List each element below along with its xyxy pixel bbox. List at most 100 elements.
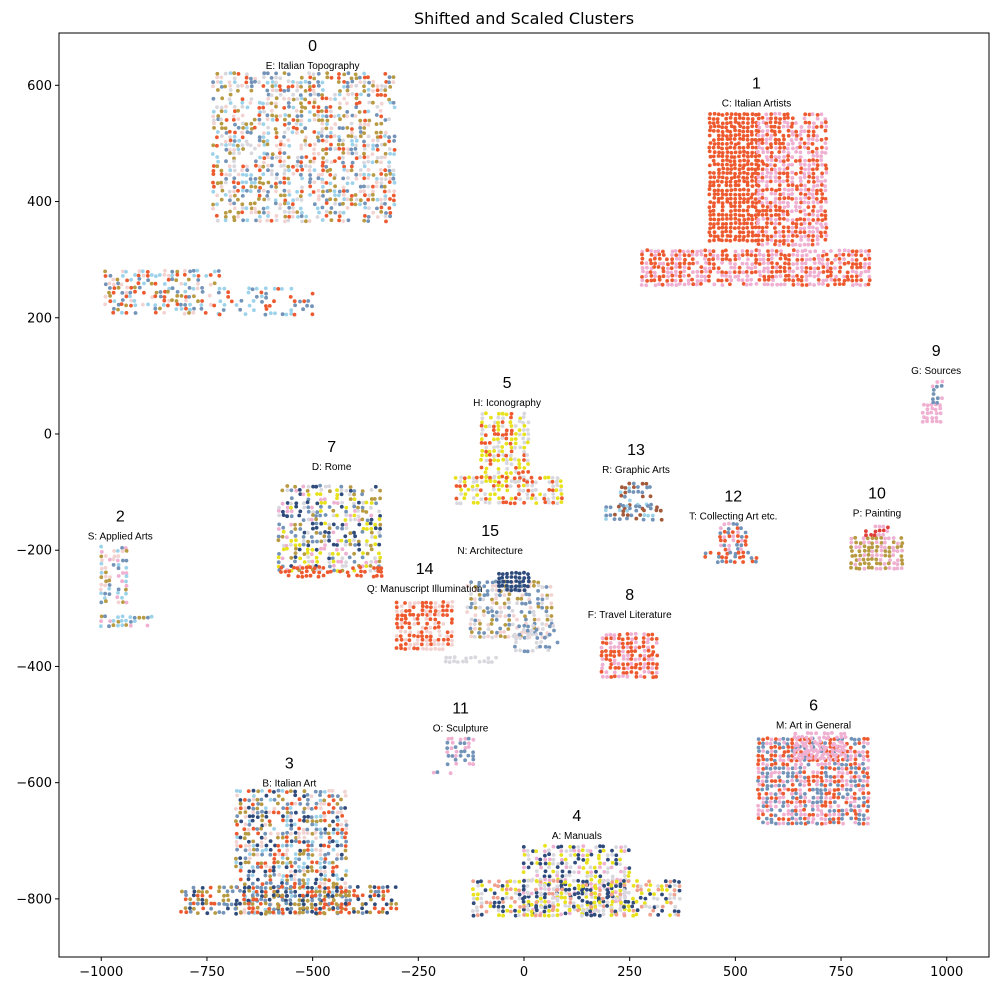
data-point (263, 831, 268, 836)
data-point (712, 230, 717, 235)
data-point (324, 147, 329, 151)
data-point (521, 870, 526, 874)
data-point (769, 256, 774, 261)
data-point (741, 153, 746, 158)
data-point (227, 129, 232, 134)
data-point (323, 894, 328, 899)
data-point (471, 500, 476, 505)
data-point (333, 210, 338, 215)
data-point (852, 799, 857, 804)
data-point (729, 112, 734, 117)
data-point (663, 879, 668, 884)
data-point (232, 164, 237, 169)
data-point (642, 669, 647, 674)
data-point (786, 812, 791, 816)
data-point (340, 877, 344, 881)
data-point (623, 895, 627, 900)
data-point (501, 900, 505, 904)
data-point (781, 141, 785, 146)
data-point (215, 71, 220, 76)
data-point (124, 579, 128, 584)
data-point (745, 183, 750, 188)
data-point (146, 278, 151, 283)
data-point (219, 85, 224, 89)
data-point (806, 775, 811, 780)
data-point (840, 787, 845, 791)
data-point (257, 143, 261, 148)
data-point (132, 299, 137, 303)
data-point (255, 865, 260, 869)
data-point (252, 308, 256, 313)
data-point (793, 748, 797, 753)
data-point (745, 133, 750, 138)
data-point (746, 197, 750, 202)
data-point (329, 109, 333, 114)
data-point (260, 894, 264, 899)
data-point (209, 302, 213, 307)
data-point (269, 108, 274, 113)
data-point (253, 76, 258, 81)
data-point (373, 526, 378, 531)
data-point (487, 879, 492, 884)
data-point (772, 758, 777, 763)
data-point (257, 106, 262, 110)
data-point (238, 789, 243, 794)
data-point (336, 559, 340, 564)
data-point (316, 151, 321, 156)
data-point (737, 179, 742, 183)
data-point (264, 810, 268, 815)
data-point (760, 146, 765, 151)
data-point (365, 518, 370, 523)
data-point (292, 877, 297, 882)
data-point (736, 175, 741, 179)
data-point (669, 270, 674, 275)
data-point (211, 189, 216, 194)
data-point (857, 774, 861, 779)
data-point (308, 573, 313, 578)
data-point (301, 542, 306, 547)
data-point (362, 75, 367, 80)
data-point (741, 175, 746, 180)
data-point (745, 221, 749, 226)
data-point (538, 861, 543, 866)
data-point (803, 248, 808, 253)
data-point (501, 500, 506, 505)
data-point (228, 142, 232, 147)
data-point (733, 274, 738, 279)
data-point (559, 912, 563, 917)
data-point (781, 779, 785, 784)
data-point (824, 136, 829, 141)
data-point (716, 133, 721, 138)
data-point (252, 125, 257, 130)
data-point (745, 129, 750, 134)
data-point (497, 475, 501, 480)
data-point (331, 513, 336, 518)
data-point (360, 489, 365, 493)
data-point (352, 513, 357, 518)
data-point (293, 869, 298, 874)
data-point (149, 614, 154, 619)
data-point (791, 795, 795, 800)
data-point (765, 241, 770, 246)
data-point (799, 821, 803, 825)
data-point (571, 845, 576, 849)
data-point (212, 184, 216, 189)
data-point (724, 238, 729, 243)
data-point (297, 835, 301, 840)
data-point (773, 200, 777, 205)
data-point (517, 479, 521, 484)
data-point (728, 116, 733, 120)
data-point (348, 485, 353, 489)
data-point (327, 534, 331, 539)
data-point (215, 80, 220, 84)
data-point (232, 218, 237, 223)
data-point (107, 624, 111, 629)
data-point (741, 187, 746, 192)
data-point (295, 566, 300, 570)
data-point (259, 865, 264, 869)
data-point (293, 856, 298, 861)
data-point (821, 265, 826, 269)
data-point (307, 219, 312, 223)
data-point (683, 257, 687, 262)
data-point (116, 285, 121, 290)
